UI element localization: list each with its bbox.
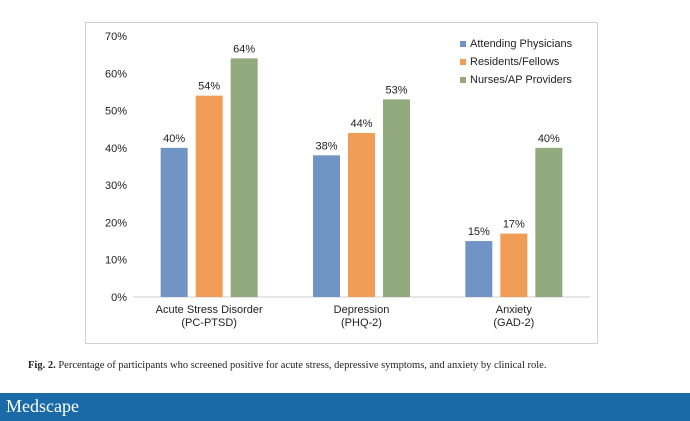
y-tick-label: 10% (105, 255, 127, 267)
bar-chart: 0% 10% 20% 30% 40% 50% 60% 70% 40% 54% 64% Acute St… (105, 31, 590, 329)
category-label: Acute Stress Disorder (156, 304, 263, 316)
bar (500, 233, 528, 297)
y-tick-label: 20% (105, 217, 127, 229)
bar (348, 132, 375, 297)
data-label: 40% (163, 133, 185, 145)
y-tick-label: 40% (105, 143, 127, 155)
category-label: (GAD-2) (493, 317, 534, 329)
bar (535, 147, 563, 297)
y-tick-label: 60% (105, 68, 127, 80)
data-label: 15% (468, 226, 490, 238)
figure-label: Fig. 2. (28, 360, 56, 371)
data-label: 44% (350, 118, 372, 130)
legend-swatch (460, 41, 466, 47)
y-tick-label: 50% (105, 106, 127, 118)
data-label: 17% (503, 219, 525, 231)
bar (465, 241, 493, 297)
legend-entry: Residents/Fellows (470, 56, 560, 68)
y-tick-label: 0% (111, 292, 127, 304)
data-label: 64% (233, 43, 255, 55)
figure-caption: Fig. 2. Percentage of participants who s… (28, 360, 668, 371)
data-label: 38% (315, 140, 337, 152)
legend-swatch (460, 77, 466, 83)
bar (195, 95, 223, 298)
chart-frame: 0% 10% 20% 30% 40% 50% 60% 70% 40% 54% 64% Acute St… (85, 22, 598, 344)
bar (383, 99, 410, 297)
figure-caption-text: Percentage of participants who screened … (58, 360, 547, 371)
data-label: 53% (385, 84, 407, 96)
category-label: (PHQ-2) (341, 317, 382, 329)
y-tick-label: 30% (105, 180, 127, 192)
legend-entry: Attending Physicians (470, 38, 573, 50)
bar (313, 155, 340, 297)
bar (230, 58, 258, 297)
category-label: (PC-PTSD) (181, 317, 237, 329)
legend-entry: Nurses/AP Providers (470, 74, 572, 86)
legend-swatch (460, 59, 466, 65)
medscape-logo[interactable]: Medscape (6, 396, 79, 416)
bar (160, 147, 188, 297)
data-label: 40% (538, 133, 560, 145)
footer-bar: Medscape (0, 393, 690, 421)
category-label: Depression (334, 304, 390, 316)
y-tick-label: 70% (105, 31, 127, 43)
data-label: 54% (198, 81, 220, 93)
category-label: Anxiety (496, 304, 533, 316)
